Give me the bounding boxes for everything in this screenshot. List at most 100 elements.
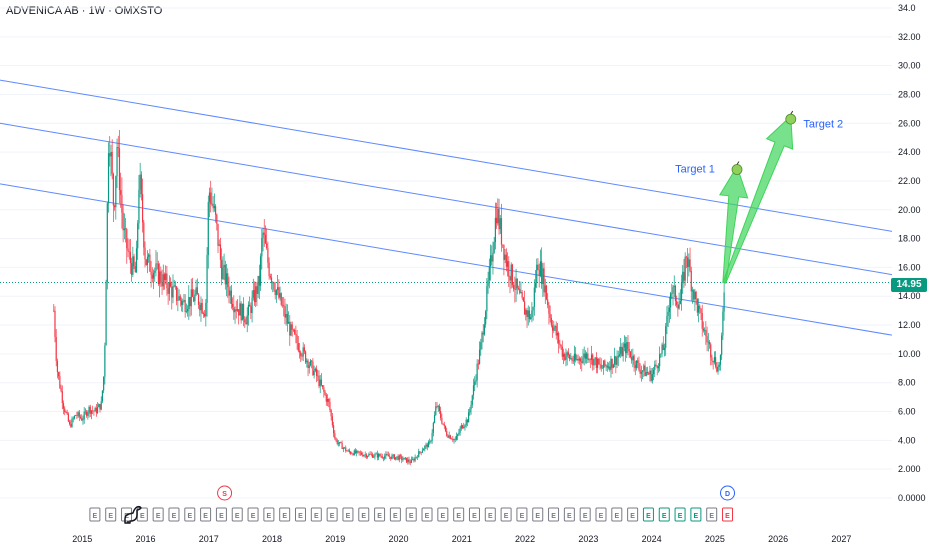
candle-body bbox=[179, 296, 181, 301]
candle-body bbox=[230, 290, 232, 304]
candle-body bbox=[545, 285, 548, 300]
earnings-marker-label: E bbox=[219, 513, 224, 520]
candle-body bbox=[364, 454, 366, 456]
candle-body bbox=[673, 285, 675, 288]
candle-body bbox=[337, 443, 340, 444]
earnings-marker bbox=[516, 507, 528, 522]
channel-line bbox=[0, 183, 893, 336]
candle-body bbox=[386, 454, 388, 455]
candle-body bbox=[497, 208, 499, 224]
earnings-marker bbox=[674, 507, 686, 522]
earnings-marker-label: E bbox=[187, 513, 192, 520]
candle-body bbox=[457, 434, 459, 437]
earnings-marker bbox=[500, 507, 512, 522]
candle-body bbox=[689, 259, 691, 272]
candle-body bbox=[616, 357, 618, 365]
candle-body bbox=[615, 356, 617, 365]
candle-body bbox=[638, 362, 640, 370]
candle-body bbox=[631, 357, 633, 361]
candle-body bbox=[593, 359, 595, 366]
earnings-marker bbox=[437, 507, 449, 522]
time-axis: 2015 2016 2017 2018 2019 2020 2021 2022 2023 2024… bbox=[72, 534, 851, 544]
candle-body bbox=[419, 451, 421, 453]
candle-body bbox=[302, 347, 304, 357]
candle-body bbox=[562, 353, 565, 357]
candle-body bbox=[229, 290, 231, 296]
candle-body bbox=[450, 438, 453, 440]
candle-body bbox=[712, 360, 714, 363]
candle-body bbox=[694, 291, 696, 300]
candle-body bbox=[303, 347, 305, 352]
candle-body bbox=[708, 341, 711, 345]
candle-body bbox=[494, 217, 496, 243]
candle-body bbox=[269, 276, 271, 278]
candle-body bbox=[263, 232, 265, 235]
candle-body bbox=[196, 287, 198, 295]
candle-body bbox=[592, 354, 594, 366]
earnings-marker bbox=[421, 507, 433, 522]
candle-body bbox=[331, 416, 333, 426]
candle-body bbox=[713, 357, 715, 363]
candle-body bbox=[280, 293, 282, 305]
candle-body bbox=[492, 252, 494, 262]
candle-body bbox=[503, 244, 505, 260]
earnings-marker bbox=[722, 507, 734, 522]
candle-body bbox=[217, 223, 219, 246]
candle-body bbox=[312, 361, 314, 376]
earnings-marker bbox=[642, 507, 654, 522]
candle-body bbox=[634, 364, 636, 369]
candle-body bbox=[695, 291, 697, 300]
candle-body bbox=[531, 310, 533, 318]
y-tick-label: 18.00 bbox=[898, 234, 921, 244]
candle-body bbox=[610, 358, 612, 370]
y-tick-label: 16.00 bbox=[898, 262, 921, 272]
earnings-marker-label: E bbox=[346, 513, 351, 520]
candle-body bbox=[279, 293, 281, 298]
candle-body bbox=[251, 297, 253, 314]
candle-body bbox=[510, 264, 512, 281]
candle-body bbox=[347, 450, 349, 452]
candle-body bbox=[329, 402, 331, 410]
candle-body bbox=[398, 455, 400, 460]
candle-body bbox=[101, 390, 104, 402]
candle-body bbox=[357, 450, 359, 452]
candle-body bbox=[185, 311, 187, 313]
candle-body bbox=[133, 256, 135, 267]
candle-body bbox=[60, 387, 62, 392]
candle-body bbox=[270, 277, 273, 283]
split-marker-label: S bbox=[222, 491, 227, 498]
candle-body bbox=[350, 451, 352, 454]
earnings-marker-label: E bbox=[725, 513, 730, 520]
candle-body bbox=[482, 332, 484, 335]
tradingview-logo-icon[interactable] bbox=[122, 503, 144, 525]
candle-body bbox=[127, 248, 129, 252]
y-tick-label: 8.00 bbox=[898, 378, 916, 388]
candle-body bbox=[407, 459, 409, 463]
candle-body bbox=[70, 424, 72, 427]
candle-body bbox=[239, 303, 241, 316]
candle-body bbox=[166, 273, 168, 289]
candle-body bbox=[388, 456, 391, 458]
candle-body bbox=[553, 327, 555, 331]
candle-body bbox=[604, 360, 606, 366]
candle-body bbox=[301, 356, 303, 357]
candle-body bbox=[660, 353, 662, 355]
candle-body bbox=[454, 439, 456, 440]
candle-body bbox=[471, 395, 473, 406]
candle-body bbox=[120, 190, 122, 195]
candle-body bbox=[717, 366, 719, 372]
candle-body bbox=[532, 306, 534, 311]
candle-body bbox=[707, 341, 709, 343]
candle-body bbox=[706, 336, 708, 343]
candle-body bbox=[346, 450, 348, 452]
candle-body bbox=[124, 228, 127, 230]
candle-body bbox=[413, 459, 415, 461]
candle-body bbox=[437, 405, 439, 407]
candle-body bbox=[488, 266, 490, 281]
candle-body bbox=[149, 254, 151, 272]
candle-body bbox=[253, 290, 256, 303]
dividend-marker-label: D bbox=[725, 491, 730, 498]
candle-body bbox=[110, 151, 112, 157]
earnings-marker-label: E bbox=[709, 513, 714, 520]
